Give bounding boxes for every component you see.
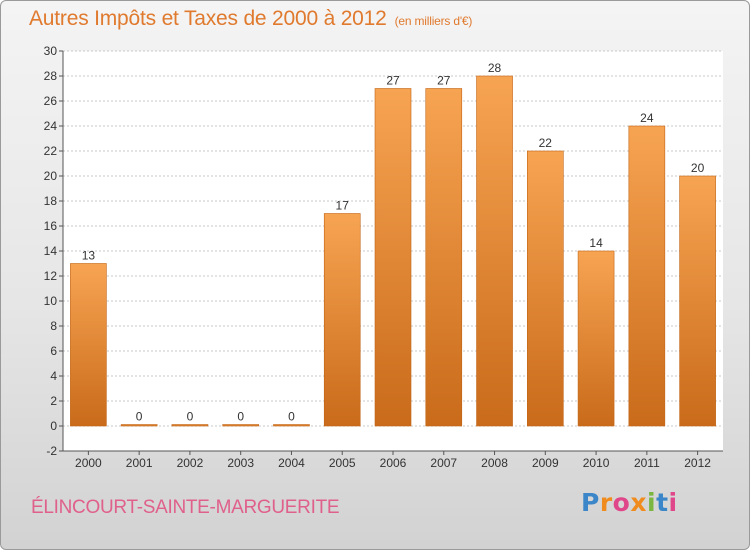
- logo-letter: r: [599, 488, 613, 517]
- logo-letter: i: [668, 488, 678, 517]
- chart-title-text: Autres Impôts et Taxes de 2000 à 2012: [29, 7, 387, 30]
- y-tick-label: 18: [44, 194, 58, 208]
- bar-2004: [273, 424, 310, 427]
- y-tick-label: 0: [50, 419, 57, 433]
- y-tick-label: 20: [44, 169, 58, 183]
- x-tick-label-2006: 2006: [380, 456, 407, 470]
- bar-2010: [577, 250, 615, 427]
- bar-2003: [222, 424, 259, 427]
- data-label-2002: 0: [187, 410, 194, 424]
- y-tick-label: 24: [44, 119, 58, 133]
- data-label-2001: 0: [136, 410, 143, 424]
- bar-2009: [527, 150, 564, 427]
- bar-2006: [374, 88, 412, 427]
- bar-2007: [425, 88, 463, 427]
- logo-letter: i: [647, 488, 657, 517]
- data-label-2008: 28: [488, 61, 502, 75]
- x-tick-label-2008: 2008: [481, 456, 508, 470]
- bar-2001: [120, 424, 158, 427]
- x-tick-label-2001: 2001: [126, 456, 153, 470]
- chart-title: Autres Impôts et Taxes de 2000 à 2012 (en…: [29, 7, 472, 31]
- x-tick-label-2012: 2012: [684, 456, 711, 470]
- y-tick-label: 28: [44, 69, 58, 83]
- logo-letter: P: [581, 488, 600, 517]
- bar-2008: [476, 75, 513, 427]
- y-tick-label: 4: [50, 369, 57, 383]
- bar-2011: [628, 125, 666, 427]
- data-label-2006: 27: [386, 74, 400, 88]
- x-tick-label-2009: 2009: [532, 456, 559, 470]
- x-tick-label-2010: 2010: [583, 456, 610, 470]
- x-tick-label-2004: 2004: [278, 456, 305, 470]
- proxiti-logo: Proxiti: [581, 488, 678, 517]
- data-label-2009: 22: [539, 136, 553, 150]
- data-label-2007: 27: [437, 74, 451, 88]
- data-label-2003: 0: [237, 410, 244, 424]
- y-tick-label: 22: [44, 144, 58, 158]
- y-tick-label: 14: [44, 244, 58, 258]
- data-label-2005: 17: [336, 199, 350, 213]
- x-tick-label-2005: 2005: [329, 456, 356, 470]
- x-tick-label-2000: 2000: [75, 456, 102, 470]
- bar-2012: [679, 175, 716, 427]
- bar-2000: [70, 263, 107, 427]
- y-tick-label: 16: [44, 219, 58, 233]
- data-label-2012: 20: [691, 161, 705, 175]
- y-tick-label: 2: [50, 394, 57, 408]
- logo-letter: t: [656, 488, 669, 517]
- x-tick-label-2011: 2011: [634, 456, 660, 470]
- y-tick-label: 8: [50, 319, 57, 333]
- logo-letter: o: [612, 488, 631, 517]
- bar-2002: [171, 424, 209, 427]
- data-label-2011: 24: [640, 111, 654, 125]
- commune-name: ÉLINCOURT-SAINTE-MARGUERITE: [31, 497, 340, 518]
- data-label-2010: 14: [589, 236, 603, 250]
- bar-2005: [323, 213, 361, 427]
- x-tick-label-2002: 2002: [177, 456, 204, 470]
- y-tick-label: 12: [44, 269, 58, 283]
- chart-subtitle: (en milliers d'€): [394, 14, 473, 28]
- y-tick-label: 6: [50, 344, 57, 358]
- y-tick-label: 10: [44, 294, 58, 308]
- data-label-2004: 0: [288, 410, 295, 424]
- logo-letter: x: [630, 488, 647, 517]
- data-label-2000: 13: [82, 249, 96, 263]
- y-tick-label: 26: [44, 94, 58, 108]
- x-tick-label-2003: 2003: [227, 456, 254, 470]
- y-tick-label: -2: [46, 444, 57, 458]
- y-tick-label: 30: [44, 44, 58, 58]
- x-tick-label-2007: 2007: [430, 456, 457, 470]
